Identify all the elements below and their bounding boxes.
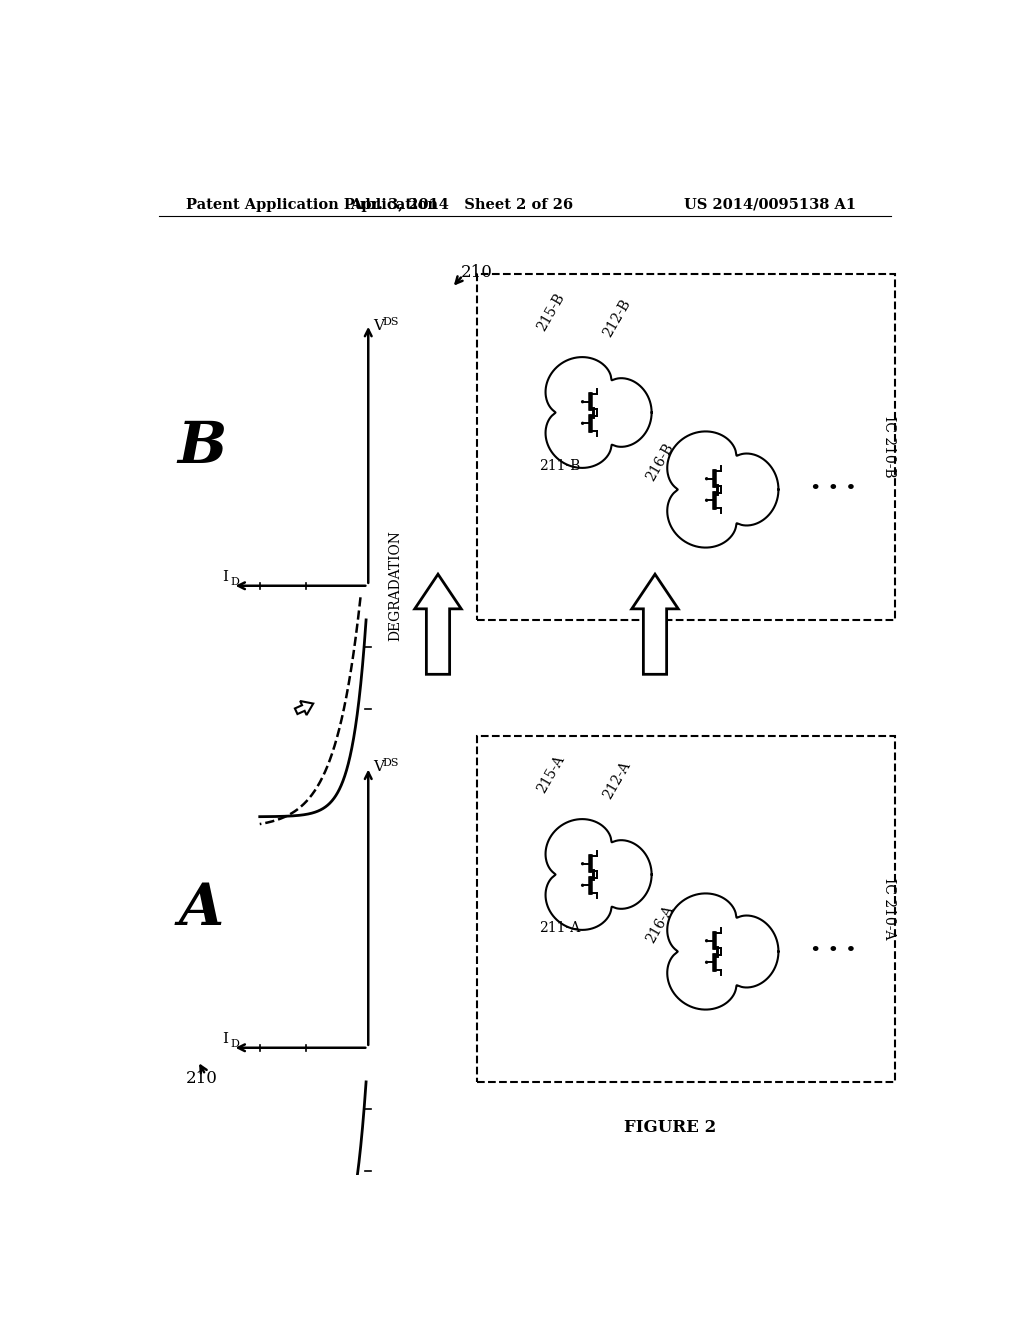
Bar — [477, 275, 895, 620]
Text: DS: DS — [382, 758, 398, 768]
Text: IC 210-B: IC 210-B — [882, 416, 896, 478]
Text: 211-B: 211-B — [539, 459, 581, 474]
Text: • • •: • • • — [810, 480, 857, 499]
Text: • • •: • • • — [810, 942, 857, 961]
Text: Apr. 3, 2014   Sheet 2 of 26: Apr. 3, 2014 Sheet 2 of 26 — [349, 198, 572, 211]
Text: 216-B: 216-B — [643, 441, 676, 484]
Text: 216-A: 216-A — [643, 903, 676, 946]
Text: 210: 210 — [186, 1071, 218, 1088]
Text: D: D — [230, 577, 240, 587]
Text: D: D — [230, 1039, 240, 1049]
Text: B: B — [177, 418, 226, 475]
Text: 211-A: 211-A — [539, 921, 580, 936]
Text: FIGURE 2: FIGURE 2 — [625, 1118, 717, 1135]
FancyArrow shape — [295, 701, 313, 715]
Text: DEGRADATION: DEGRADATION — [388, 531, 402, 642]
Text: 212-A: 212-A — [601, 759, 634, 801]
Text: V: V — [373, 760, 384, 774]
Text: I: I — [222, 1031, 228, 1045]
Text: DS: DS — [382, 317, 398, 326]
Text: Patent Application Publication: Patent Application Publication — [186, 198, 438, 211]
Text: 215-B: 215-B — [535, 290, 567, 334]
Text: 215-A: 215-A — [535, 754, 567, 796]
FancyArrow shape — [415, 574, 461, 675]
Text: I: I — [222, 569, 228, 583]
Text: 212-B: 212-B — [601, 297, 634, 341]
Bar — [477, 737, 895, 1082]
Text: V: V — [373, 319, 384, 333]
Text: IC 210-A: IC 210-A — [882, 878, 896, 940]
Text: A: A — [179, 880, 224, 937]
FancyArrow shape — [632, 574, 678, 675]
Text: 210: 210 — [461, 264, 494, 281]
Text: US 2014/0095138 A1: US 2014/0095138 A1 — [684, 198, 856, 211]
